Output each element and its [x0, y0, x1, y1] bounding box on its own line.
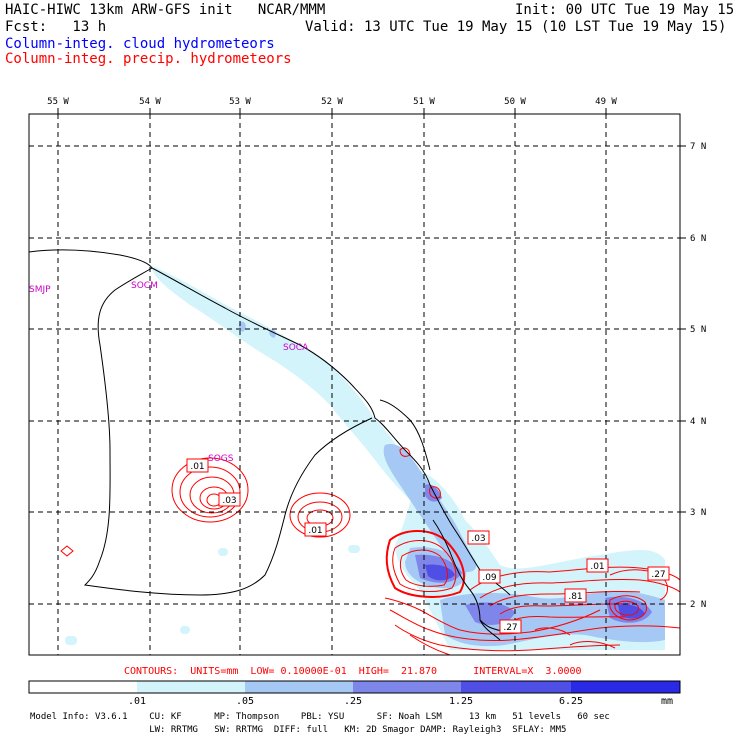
- lat-label: 4 N: [690, 417, 706, 427]
- init-time: Init: 00 UTC Tue 19 May 15: [515, 2, 735, 18]
- colorbar-tick-label: .05: [236, 696, 254, 707]
- contour-label: .01: [590, 562, 604, 572]
- colorbar-tick-label: .25: [344, 696, 362, 707]
- lon-label: 55 W: [47, 97, 69, 107]
- colorbar-unit: mm: [661, 696, 673, 707]
- contour-label: .01: [308, 526, 322, 536]
- station-label: SMJP: [29, 285, 51, 295]
- station-label: SOGS: [208, 454, 234, 464]
- colorbar-ticks: .01 .05 .25 1.25 6.25 mm: [128, 696, 673, 707]
- contour-label: .03: [471, 534, 485, 544]
- station-label: SOCA: [283, 343, 309, 353]
- contour-label: .03: [222, 496, 236, 506]
- shaded-cloud-field: [65, 265, 665, 650]
- lat-label: 2 N: [690, 600, 706, 610]
- legend-cloud-hydrometeors: Column-integ. cloud hydrometeors: [5, 36, 275, 52]
- contour-label: .27: [651, 570, 665, 580]
- legend-precip-hydrometeors: Column-integ. precip. hydrometeors: [5, 51, 292, 67]
- lat-label: 5 N: [690, 325, 706, 335]
- forecast-hour: Fcst: 13 h: [5, 19, 107, 35]
- colorbar: [28, 680, 681, 694]
- contour-label: .09: [482, 573, 497, 583]
- contour-label: .01: [190, 462, 204, 472]
- lat-label: 3 N: [690, 508, 706, 518]
- lon-label: 50 W: [504, 97, 526, 107]
- lat-label: 6 N: [690, 234, 706, 244]
- lat-lon-grid: [29, 114, 680, 655]
- contour-label: .81: [568, 592, 582, 602]
- lat-label: 7 N: [690, 142, 706, 152]
- valid-time: Valid: 13 UTC Tue 19 May 15 (10 LST Tue …: [305, 19, 727, 35]
- axis-ticks: [57, 108, 686, 605]
- lon-label: 53 W: [229, 97, 251, 107]
- longitude-labels: 55 W 54 W 53 W 52 W 51 W 50 W 49 W: [47, 97, 617, 107]
- lon-label: 52 W: [321, 97, 343, 107]
- station-label: SOCM: [131, 281, 158, 291]
- contour-label: .27: [503, 623, 517, 633]
- map-frame: [28, 113, 681, 656]
- latitude-labels: 7 N 6 N 5 N 4 N 3 N 2 N: [690, 142, 706, 610]
- colorbar-tick-label: 1.25: [449, 696, 473, 707]
- station-labels: SMJP SOCM SOCA SOGS: [29, 281, 309, 464]
- contour-label-group: .01 .03 .01 .03 .09 .01 .27 .81 .27: [186, 458, 670, 634]
- lon-label: 54 W: [139, 97, 161, 107]
- lon-label: 51 W: [413, 97, 435, 107]
- map-title: HAIC-HIWC 13km ARW-GFS init NCAR/MMM: [5, 2, 326, 18]
- lon-label: 49 W: [595, 97, 617, 107]
- coastline-boundaries: [29, 249, 511, 641]
- contour-info: CONTOURS: UNITS=mm LOW= 0.10000E-01 HIGH…: [124, 666, 582, 677]
- colorbar-tick-label: 6.25: [559, 696, 583, 707]
- model-info-line1: Model Info: V3.6.1 CU: KF MP: Thompson P…: [30, 712, 610, 722]
- colorbar-tick-label: .01: [128, 696, 146, 707]
- model-info-line2: LW: RRTMG SW: RRTMG DIFF: full KM: 2D Sm…: [30, 725, 567, 735]
